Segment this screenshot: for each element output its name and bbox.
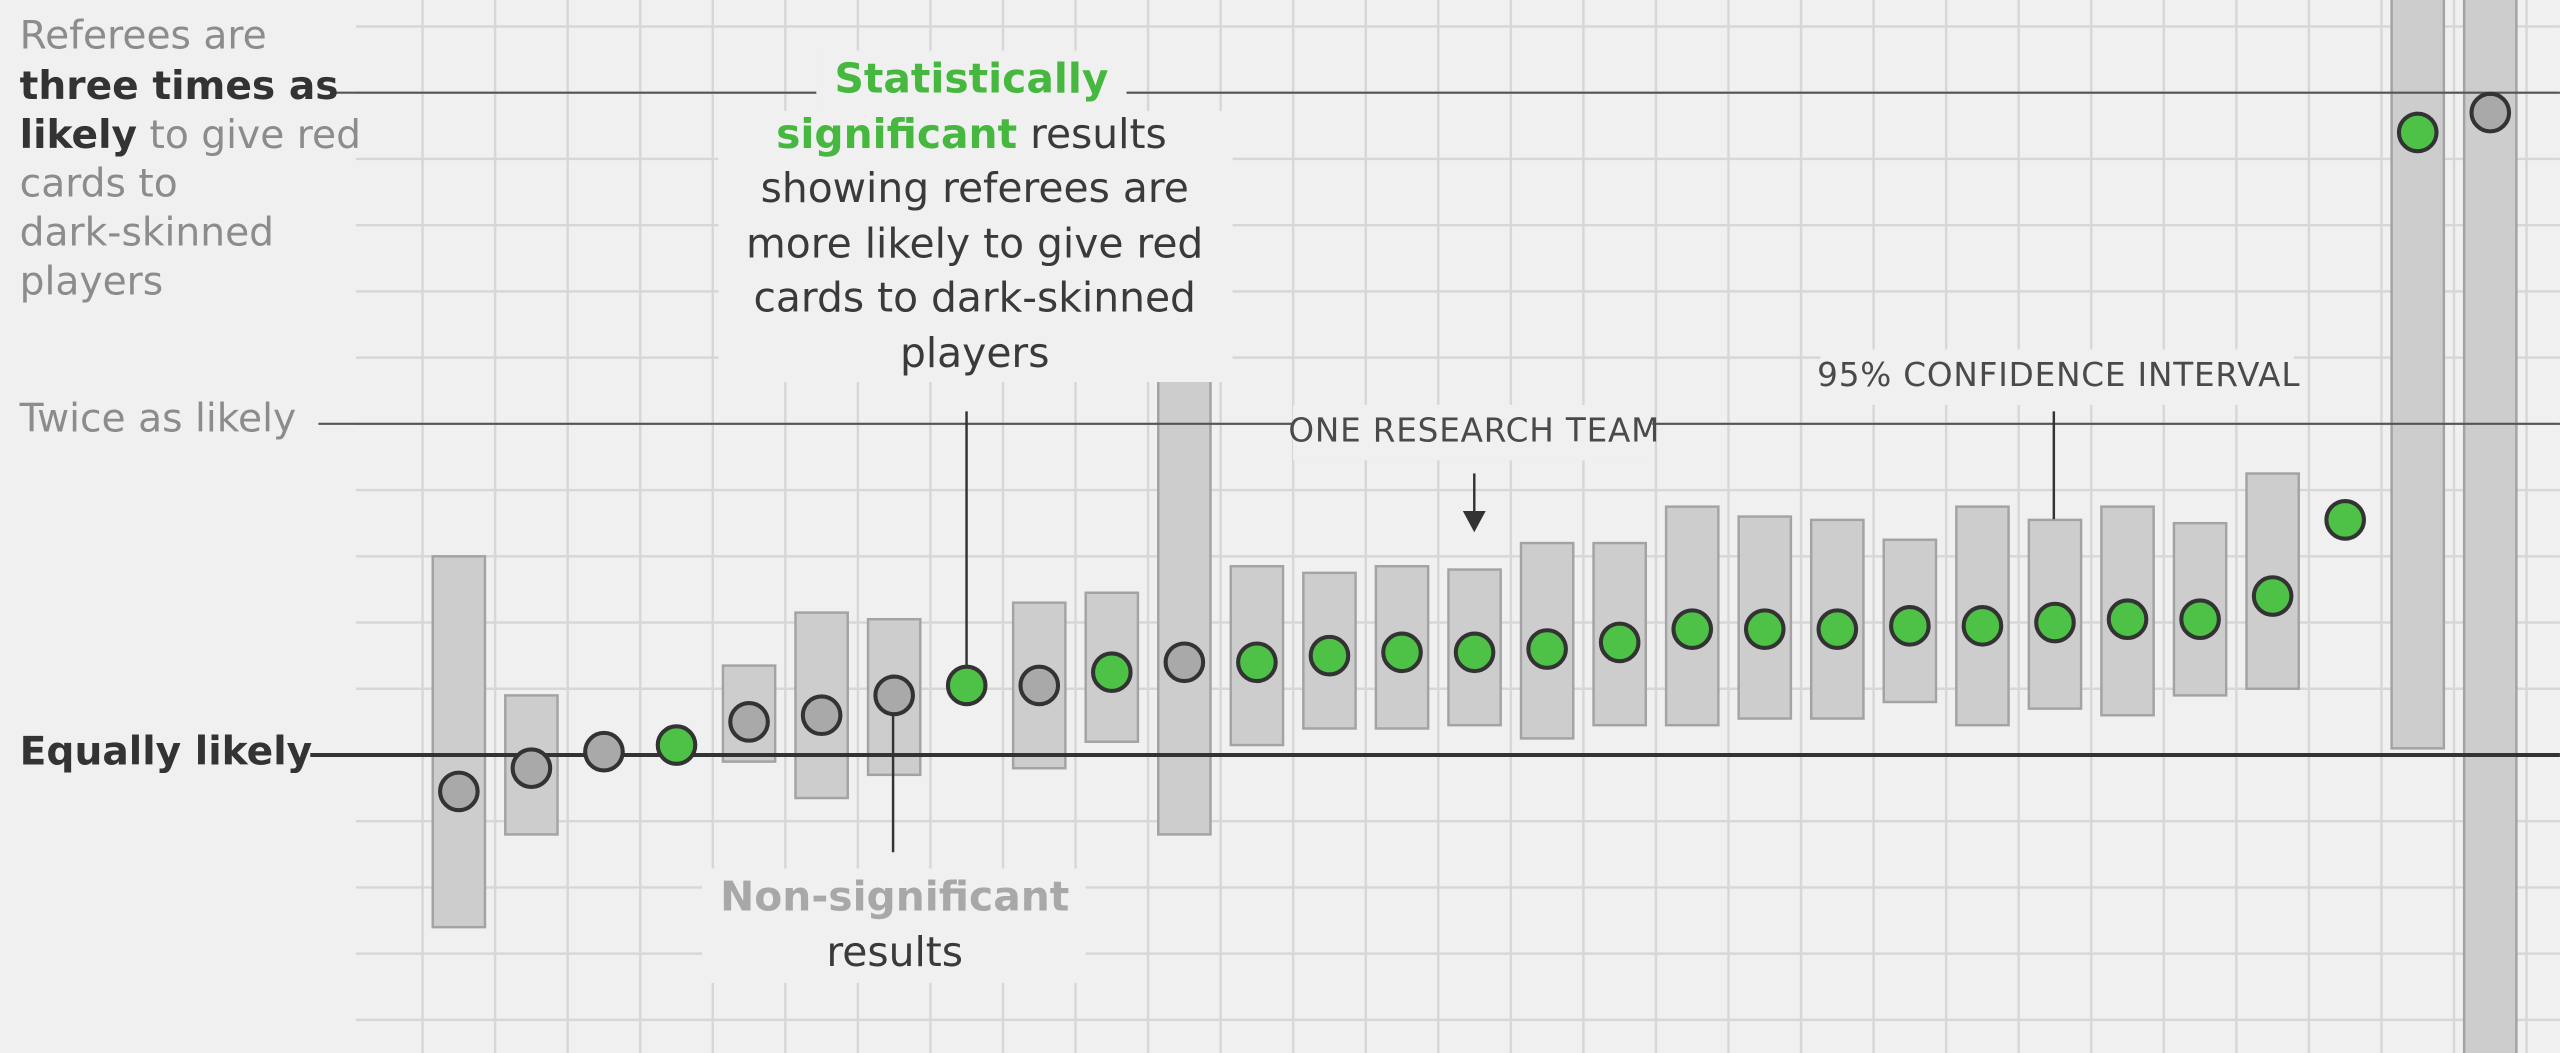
arrow-head <box>1462 510 1486 533</box>
point-estimate <box>1743 608 1786 650</box>
point-estimate <box>1236 641 1278 684</box>
annotation-part: results <box>1017 110 1167 158</box>
annotation-bg <box>718 111 1233 383</box>
point-estimate <box>2251 575 2294 617</box>
point-estimate <box>1090 651 1133 694</box>
point-estimate <box>655 724 698 766</box>
point-estimate <box>945 664 988 707</box>
annotation: Statistically <box>834 55 1108 103</box>
point-estimate <box>1453 631 1496 674</box>
label-part: Referees are <box>20 13 267 58</box>
annotation: 95% CONFIDENCE INTERVAL <box>1817 356 2300 394</box>
annotation-bg <box>1820 349 2294 405</box>
point-estimate <box>873 674 915 717</box>
y-tick-label: Equally likely <box>20 730 313 775</box>
confidence-interval <box>1664 505 1720 727</box>
y-tick-label: Twice as likely <box>19 397 297 442</box>
point-estimate <box>1381 631 1423 674</box>
point-estimate <box>2034 601 2076 644</box>
annotation: Non-significant <box>720 873 1069 921</box>
y-tick-label: likely to give red <box>20 113 361 158</box>
y-tick-label: dark-skinned <box>20 211 274 256</box>
point-estimate <box>1671 608 1714 650</box>
point-estimate <box>1163 641 1206 684</box>
point-estimate <box>1018 664 1061 707</box>
dots <box>438 91 2512 813</box>
confidence-interval <box>1157 379 1212 836</box>
point-estimate <box>438 770 480 813</box>
point-estimate <box>2179 598 2221 641</box>
point-estimate <box>728 701 770 743</box>
annotation-bg <box>702 868 1086 983</box>
point-estimate <box>800 694 843 737</box>
point-estimate <box>510 747 553 790</box>
annotation: results <box>826 928 963 976</box>
point-estimate <box>2106 598 2149 641</box>
annotation: ONE RESEARCH TEAM <box>1288 412 1660 450</box>
point-estimate <box>1889 605 1931 647</box>
point-estimate <box>1598 621 1641 664</box>
annotation: more likely to give red <box>746 220 1203 268</box>
point-estimate <box>1961 605 2004 647</box>
annotation: cards to dark-skinned <box>753 273 1195 321</box>
point-estimate <box>1816 608 1859 650</box>
y-tick-label: Referees are <box>20 13 267 58</box>
annotation-bg <box>816 50 1127 113</box>
point-estimate <box>2396 111 2439 154</box>
label-part: likely <box>20 113 137 158</box>
point-estimate <box>2469 91 2512 134</box>
point-estimate <box>583 730 625 773</box>
point-estimate <box>1526 628 1568 670</box>
annotation-part: significant <box>776 110 1017 158</box>
annotation: significant results <box>776 110 1167 158</box>
y-tick-label: three times as <box>20 64 339 109</box>
confidence-interval <box>431 555 487 929</box>
confidence-interval <box>2462 0 2518 1053</box>
annotation: players <box>900 329 1050 377</box>
label-part: to give red <box>137 113 361 158</box>
label-part: three times as <box>20 64 339 109</box>
y-tick-label: cards to <box>20 162 178 207</box>
point-estimate <box>1308 634 1351 677</box>
annotation-bg <box>1293 404 1653 461</box>
y-tick-label: players <box>20 260 164 305</box>
point-estimate <box>2324 499 2366 541</box>
annotation: showing referees are <box>761 164 1189 212</box>
